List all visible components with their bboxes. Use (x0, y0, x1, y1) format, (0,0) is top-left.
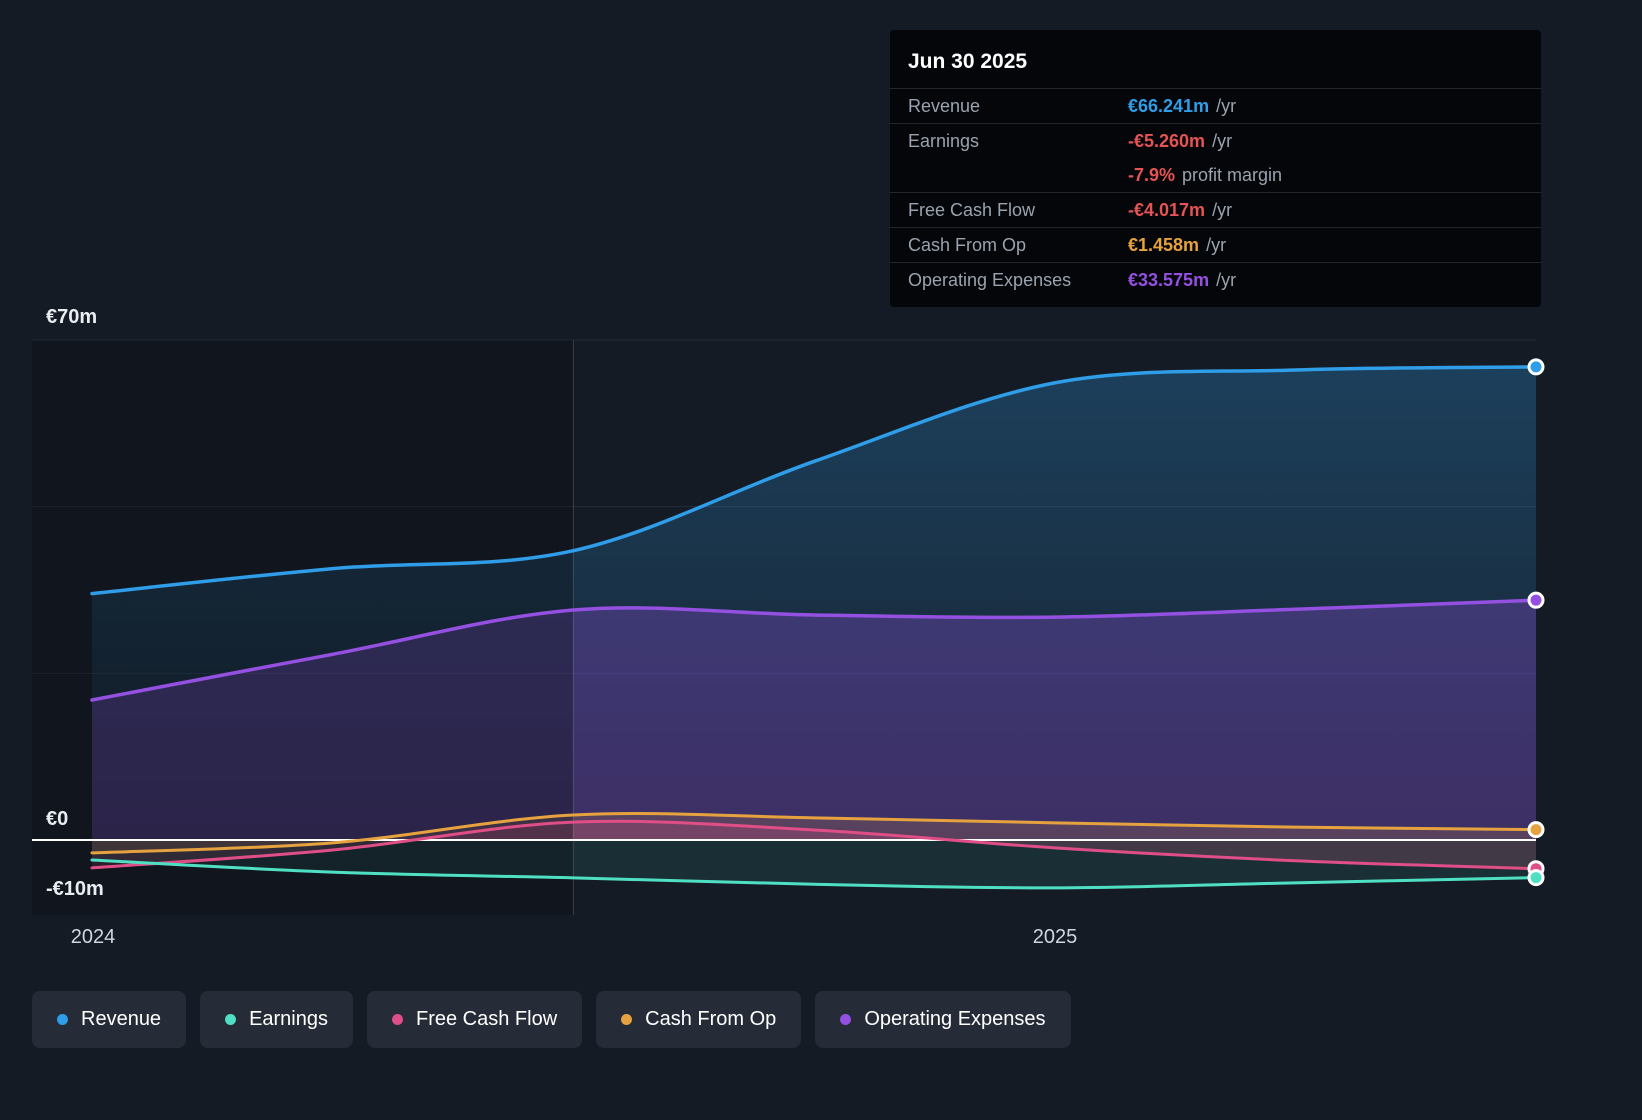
tooltip-value-profit-margin: -7.9% (1128, 164, 1176, 185)
legend-item-revenue[interactable]: Revenue (32, 991, 187, 1048)
y-axis-label-neg10m: -€10m (46, 878, 104, 900)
legend: Revenue Earnings Free Cash Flow Cash Fro… (32, 991, 1071, 1048)
x-axis-label-2024: 2024 (70, 926, 116, 948)
tooltip-row-profit-margin: -7.9% profit margin (890, 158, 1541, 192)
series-line-free_cash_flow (90, 819, 1538, 871)
free-cash-flow-dot-icon (392, 1014, 403, 1025)
tooltip-value-operating-expenses: €33.575m (1128, 269, 1210, 290)
area-fill-cash_from_op (92, 813, 1536, 853)
operating-expenses-dot-icon (840, 1014, 852, 1025)
legend-label-revenue: Revenue (81, 1008, 162, 1030)
revenue-dot-icon (57, 1014, 68, 1025)
tooltip-label-revenue: Revenue (908, 95, 981, 116)
tooltip-row-revenue: Revenue €66.241m /yr (890, 88, 1541, 123)
tooltip-label-free-cash-flow: Free Cash Flow (908, 199, 1036, 220)
legend-label-earnings: Earnings (249, 1008, 328, 1030)
legend-item-earnings[interactable]: Earnings (200, 991, 353, 1048)
tooltip-row-operating-expenses: Operating Expenses €33.575m /yr (890, 262, 1541, 297)
legend-item-free-cash-flow[interactable]: Free Cash Flow (367, 991, 583, 1048)
tooltip-suffix-operating-expenses: /yr (1216, 269, 1237, 290)
tooltip-row-free-cash-flow: Free Cash Flow -€4.017m /yr (890, 192, 1541, 227)
y-axis-label-70m: €70m (46, 306, 98, 328)
y-axis-label-0: €0 (46, 808, 69, 830)
area-fill-operating_expenses (92, 600, 1536, 840)
endpoint-dot-revenue[interactable] (1527, 358, 1545, 376)
area-fill-revenue (92, 366, 1536, 840)
x-axis-label-2025: 2025 (1032, 926, 1078, 948)
tooltip: Jun 30 2025 Revenue €66.241m /yr Earning… (890, 30, 1541, 307)
endpoint-dot-cash_from_op[interactable] (1527, 821, 1545, 839)
tooltip-label-operating-expenses: Operating Expenses (908, 269, 1072, 290)
series-line-operating_expenses (90, 598, 1538, 702)
earnings-dot-icon (225, 1014, 237, 1025)
cash-from-op-dot-icon (621, 1014, 633, 1025)
area-fill-earnings (92, 840, 1536, 888)
tooltip-label-cash-from-op: Cash From Op (908, 234, 1027, 255)
tooltip-value-cash-from-op: €1.458m (1128, 234, 1200, 255)
tooltip-suffix-free-cash-flow: /yr (1212, 199, 1233, 220)
tooltip-row-cash-from-op: Cash From Op €1.458m /yr (890, 227, 1541, 262)
endpoint-dot-operating_expenses[interactable] (1527, 591, 1545, 609)
tooltip-row-earnings: Earnings -€5.260m /yr (890, 123, 1541, 158)
series-line-revenue (90, 365, 1538, 596)
tooltip-value-earnings: -€5.260m (1128, 130, 1206, 151)
endpoint-dot-earnings[interactable] (1527, 869, 1545, 887)
past-period-overlay (32, 340, 574, 915)
legend-label-cash-from-op: Cash From Op (645, 1008, 777, 1030)
legend-item-operating-expenses[interactable]: Operating Expenses (815, 991, 1071, 1048)
tooltip-suffix-earnings: /yr (1212, 130, 1233, 151)
tooltip-value-free-cash-flow: -€4.017m (1128, 199, 1206, 220)
tooltip-label-earnings: Earnings (908, 130, 980, 151)
tooltip-value-revenue: €66.241m (1128, 95, 1210, 116)
tooltip-suffix-profit-margin: profit margin (1182, 164, 1283, 185)
series-line-cash_from_op (90, 812, 1538, 855)
tooltip-suffix-revenue: /yr (1216, 95, 1237, 116)
legend-item-cash-from-op[interactable]: Cash From Op (596, 991, 802, 1048)
legend-label-operating-expenses: Operating Expenses (864, 1008, 1046, 1030)
legend-label-free-cash-flow: Free Cash Flow (416, 1008, 558, 1030)
tooltip-date: Jun 30 2025 (908, 50, 1028, 73)
tooltip-suffix-cash-from-op: /yr (1206, 234, 1227, 255)
series-line-earnings (90, 858, 1538, 890)
